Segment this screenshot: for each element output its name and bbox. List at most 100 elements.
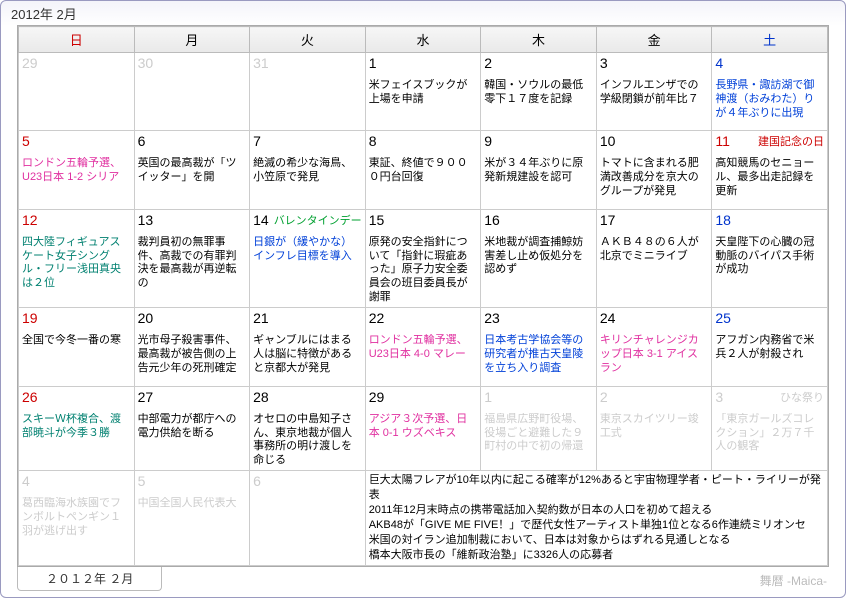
note-line: 橋本大阪市長の「維新政治塾」に3326人の応募者 bbox=[369, 548, 824, 563]
day-cell[interactable]: 2韓国・ソウルの最低零下１７度を記録 bbox=[481, 53, 597, 131]
day-cell[interactable]: 8東証、終値で９０００円台回復 bbox=[365, 131, 481, 209]
event-text: 日本考古学協会等の研究者が推古天皇陵を立ち入り調査 bbox=[484, 334, 593, 375]
day-number: 28 bbox=[253, 389, 269, 405]
day-cell[interactable]: 3インフルエンザでの学級閉鎖が前年比７ bbox=[596, 53, 712, 131]
event-text: 「東京ガールズコレクション」２万７千人の観客 bbox=[715, 413, 824, 454]
calendar-grid: 日月火水木金土 2930311米フェイスブックが上場を申請2韓国・ソウルの最低零… bbox=[18, 26, 828, 566]
holiday-label: 建国記念の日 bbox=[758, 133, 824, 157]
event-text: 米フェイスブックが上場を申請 bbox=[369, 79, 478, 107]
day-number: 3 bbox=[715, 389, 723, 405]
day-number: 21 bbox=[253, 310, 269, 326]
month-tab[interactable]: ２０１２年 ２月 bbox=[17, 567, 162, 591]
event-text: 全国で今冬一番の寒 bbox=[22, 334, 131, 348]
event-text: ロンドン五輪予選、U23日本 1-2 シリア bbox=[22, 157, 131, 185]
day-cell[interactable]: 10トマトに含まれる肥満改善成分を京大のグループが発見 bbox=[596, 131, 712, 209]
day-number: 29 bbox=[369, 389, 385, 405]
day-cell[interactable]: 6 英国の最高裁が「ツイッター」を開 bbox=[134, 131, 250, 209]
day-cell[interactable]: 5 中国全国人民代表大 bbox=[134, 471, 250, 566]
day-number: 5 bbox=[138, 473, 146, 489]
day-number: 6 bbox=[138, 133, 146, 149]
day-cell[interactable]: 25アフガン内務省で米兵２人が射殺され bbox=[712, 308, 828, 386]
event-text: 英国の最高裁が「ツイッター」を開 bbox=[138, 157, 247, 185]
day-cell[interactable]: 4葛西臨海水族園でフンボルトペンギン１羽が逃げ出す bbox=[19, 471, 135, 566]
event-text: 光市母子殺害事件、最高裁が被告側の上告元少年の死刑確定 bbox=[138, 334, 247, 375]
day-cell[interactable]: 20光市母子殺害事件、最高裁が被告側の上告元少年の死刑確定 bbox=[134, 308, 250, 386]
day-cell[interactable]: 28オセロの中島知子さん、東京地裁が個人事務所の明け渡しを命じる bbox=[250, 386, 366, 471]
day-cell[interactable]: 30 bbox=[134, 53, 250, 131]
day-cell[interactable]: 22ロンドン五輪予選、U23日本 4-0 マレー bbox=[365, 308, 481, 386]
event-text: 原発の安全指針について「指針に瑕疵あった」原子力安全委員会の班目委員長が謝罪 bbox=[369, 236, 478, 305]
event-text: 東京スカイツリー竣工式 bbox=[600, 413, 709, 441]
day-cell[interactable]: 11 建国記念の日高知競馬のセニョール、最多出走記録を更新 bbox=[712, 131, 828, 209]
day-cell[interactable]: 18 天皇陛下の心臓の冠動脈のバイパス手術が成功 bbox=[712, 209, 828, 307]
day-cell[interactable]: 4 長野県・諏訪湖で御神渡（おみわた）りが４年ぶりに出現 bbox=[712, 53, 828, 131]
event-text: アジア３次予選、日本 0-1 ウズベキス bbox=[369, 413, 478, 441]
day-number: 10 bbox=[600, 133, 616, 149]
day-cell[interactable]: 29 bbox=[19, 53, 135, 131]
calendar-window: 2012年 2月 日月火水木金土 2930311米フェイスブックが上場を申請2韓… bbox=[0, 0, 846, 598]
day-number: 9 bbox=[484, 133, 492, 149]
day-cell[interactable]: 3ひな祭り「東京ガールズコレクション」２万７千人の観客 bbox=[712, 386, 828, 471]
day-cell[interactable]: 16米地裁が調査捕鯨妨害差し止め仮処分を認めず bbox=[481, 209, 597, 307]
event-text: 中部電力が都庁への電力供給を断る bbox=[138, 413, 247, 441]
event-text: キリンチャレンジカップ日本 3-1 アイスラン bbox=[600, 334, 709, 375]
day-number: 6 bbox=[253, 473, 261, 489]
day-cell[interactable]: 2東京スカイツリー竣工式 bbox=[596, 386, 712, 471]
day-number: 4 bbox=[715, 55, 723, 71]
day-cell[interactable]: 26スキーＷ杯複合、渡部暁斗が今季３勝 bbox=[19, 386, 135, 471]
day-number: 1 bbox=[369, 55, 377, 71]
day-cell[interactable]: 13裁判員初の無罪事件、高裁での有罪判決を最高裁が再逆転の bbox=[134, 209, 250, 307]
day-number: 2 bbox=[484, 55, 492, 71]
calendar-body: 2930311米フェイスブックが上場を申請2韓国・ソウルの最低零下１７度を記録3… bbox=[19, 53, 828, 566]
day-number: 25 bbox=[715, 310, 731, 326]
day-number: 18 bbox=[715, 212, 731, 228]
day-number: 14 bbox=[253, 212, 269, 228]
dow-row: 日月火水木金土 bbox=[19, 27, 828, 53]
event-text: 高知競馬のセニョール、最多出走記録を更新 bbox=[715, 157, 824, 198]
dow-header: 土 bbox=[712, 27, 828, 53]
event-text: 葛西臨海水族園でフンボルトペンギン１羽が逃げ出す bbox=[22, 497, 131, 538]
event-text: インフルエンザでの学級閉鎖が前年比７ bbox=[600, 79, 709, 107]
day-cell[interactable]: 23 日本考古学協会等の研究者が推古天皇陵を立ち入り調査 bbox=[481, 308, 597, 386]
day-cell[interactable]: 21 ギャンブルにはまる人は脳に特徴があると京都大が発見 bbox=[250, 308, 366, 386]
day-number: 17 bbox=[600, 212, 616, 228]
day-number: 19 bbox=[22, 310, 38, 326]
note-line: 巨大太陽フレアが10年以内に起こる確率が12%あると宇宙物理学者・ピート・ライリ… bbox=[369, 473, 824, 503]
day-cell[interactable]: 9 米が３４年ぶりに原発新規建設を認可 bbox=[481, 131, 597, 209]
tab-bar: ２０１２年 ２月 bbox=[17, 567, 162, 591]
day-cell[interactable]: 31 bbox=[250, 53, 366, 131]
event-text: 天皇陛下の心臓の冠動脈のバイパス手術が成功 bbox=[715, 236, 824, 277]
day-cell[interactable]: 19 全国で今冬一番の寒 bbox=[19, 308, 135, 386]
event-text: 福島県広野町役場、役場ごと避難した９町村の中で初の帰還 bbox=[484, 413, 593, 454]
day-number: 11 bbox=[715, 133, 730, 149]
day-number: 23 bbox=[484, 310, 500, 326]
day-number: 31 bbox=[253, 55, 269, 71]
event-text: 東証、終値で９０００円台回復 bbox=[369, 157, 478, 185]
day-cell[interactable]: 27中部電力が都庁への電力供給を断る bbox=[134, 386, 250, 471]
day-cell[interactable]: 6 bbox=[250, 471, 366, 566]
day-cell[interactable]: 5ロンドン五輪予選、U23日本 1-2 シリア bbox=[19, 131, 135, 209]
holiday-label: バレンタインデー bbox=[274, 212, 362, 236]
day-cell[interactable]: 7絶滅の希少な海鳥、小笠原で発見 bbox=[250, 131, 366, 209]
day-cell[interactable]: 14バレンタインデー日銀が（緩やかな）インフレ目標を導入 bbox=[250, 209, 366, 307]
day-cell[interactable]: 17ＡＫＢ４８の６人が北京でミニライブ bbox=[596, 209, 712, 307]
app-credit: 舞暦 -Maica- bbox=[760, 572, 827, 589]
event-text: 米が３４年ぶりに原発新規建設を認可 bbox=[484, 157, 593, 185]
dow-header: 月 bbox=[134, 27, 250, 53]
day-number: 30 bbox=[138, 55, 154, 71]
day-cell[interactable]: 1 米フェイスブックが上場を申請 bbox=[365, 53, 481, 131]
event-text: 長野県・諏訪湖で御神渡（おみわた）りが４年ぶりに出現 bbox=[715, 79, 824, 120]
dow-header: 日 bbox=[19, 27, 135, 53]
event-text: 中国全国人民代表大 bbox=[138, 497, 247, 511]
day-number: 7 bbox=[253, 133, 261, 149]
dow-header: 火 bbox=[250, 27, 366, 53]
day-cell[interactable]: 29 アジア３次予選、日本 0-1 ウズベキス bbox=[365, 386, 481, 471]
event-text: 四大陸フィギュアスケート女子シングル・フリー浅田真央は２位 bbox=[22, 236, 131, 291]
day-cell[interactable]: 12四大陸フィギュアスケート女子シングル・フリー浅田真央は２位 bbox=[19, 209, 135, 307]
day-cell[interactable]: 15原発の安全指針について「指針に瑕疵あった」原子力安全委員会の班目委員長が謝罪 bbox=[365, 209, 481, 307]
day-cell[interactable]: 1福島県広野町役場、役場ごと避難した９町村の中で初の帰還 bbox=[481, 386, 597, 471]
day-cell[interactable]: 24キリンチャレンジカップ日本 3-1 アイスラン bbox=[596, 308, 712, 386]
dow-header: 金 bbox=[596, 27, 712, 53]
day-number: 16 bbox=[484, 212, 500, 228]
event-text: ギャンブルにはまる人は脳に特徴があると京都大が発見 bbox=[253, 334, 362, 375]
